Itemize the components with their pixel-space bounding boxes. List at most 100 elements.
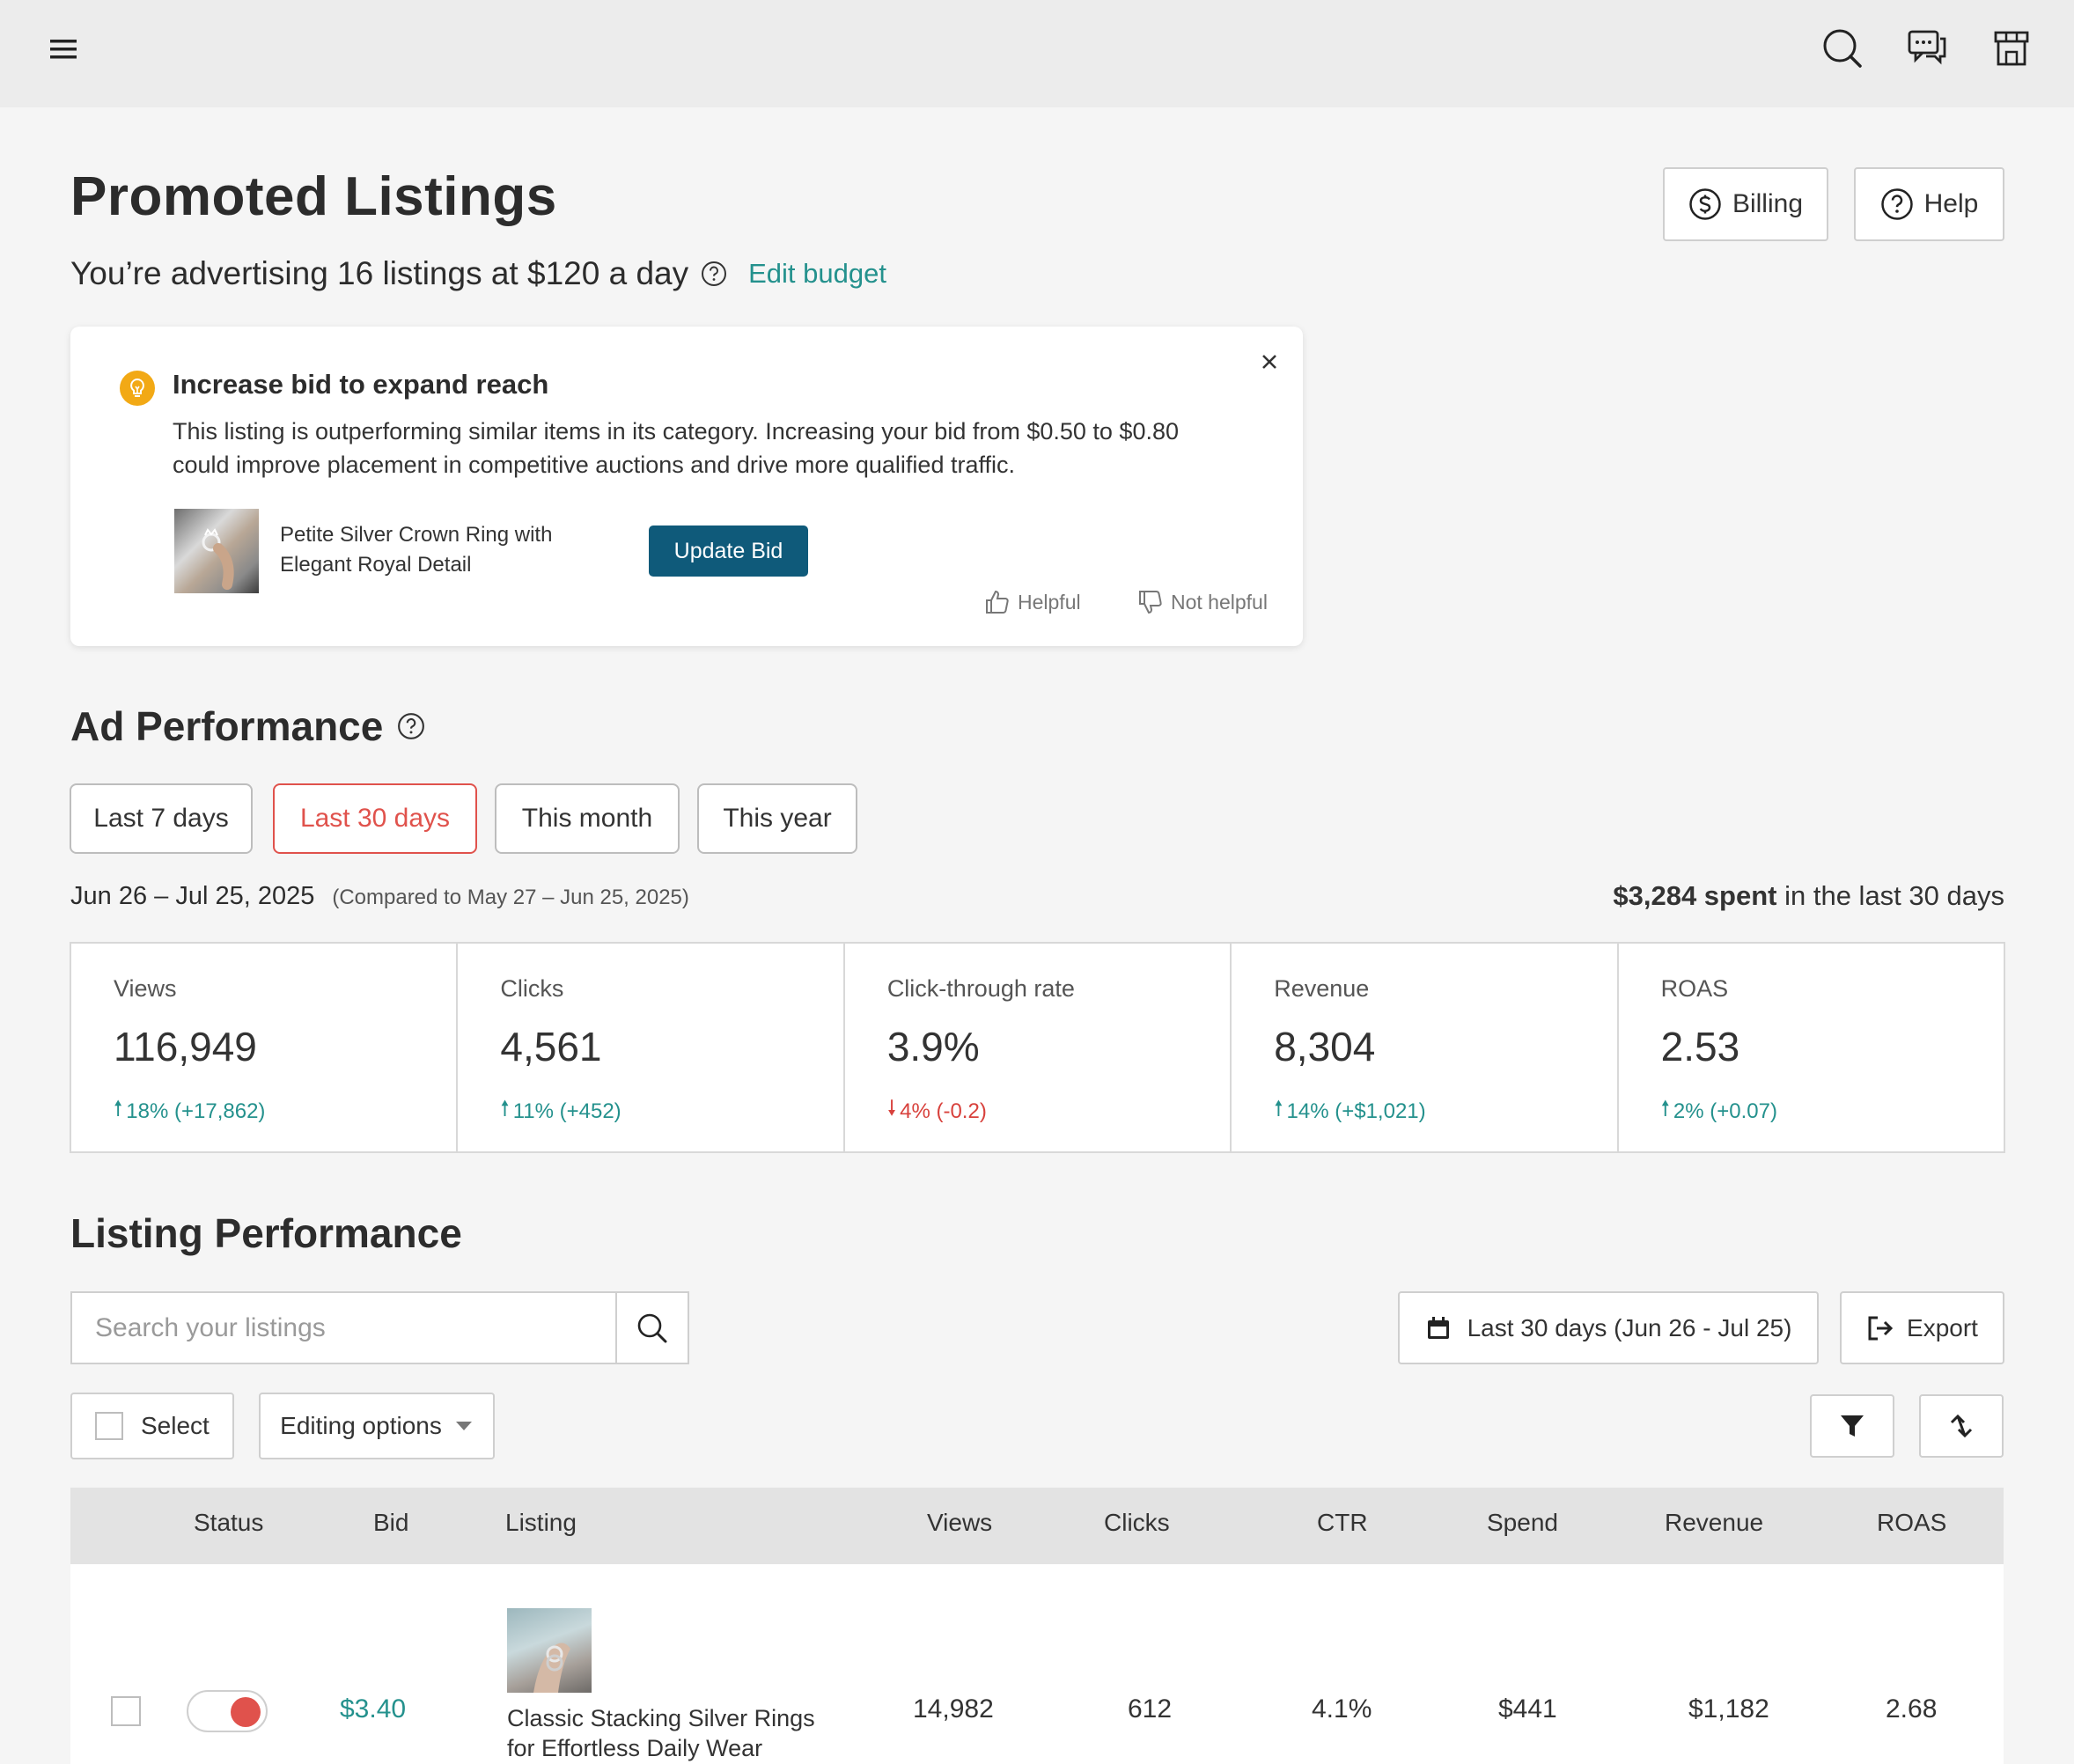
arrow-up-icon: 🠕 bbox=[500, 1097, 510, 1121]
spend-amount: $3,284 spent bbox=[1613, 880, 1777, 911]
page-title: Promoted Listings bbox=[70, 166, 557, 227]
ad-performance-title: Ad Performance bbox=[70, 703, 384, 749]
helpful-button[interactable]: Helpful bbox=[984, 589, 1081, 615]
select-all-control[interactable]: Select bbox=[70, 1393, 234, 1459]
stat-label: Clicks bbox=[500, 975, 564, 1002]
spend-value: $441 bbox=[1498, 1694, 1557, 1724]
tip-listing-title-line-1: Petite Silver Crown Ring with bbox=[280, 523, 553, 547]
editing-options-dropdown[interactable]: Editing options bbox=[259, 1393, 495, 1459]
column-header-revenue[interactable]: Revenue bbox=[1665, 1509, 1764, 1536]
column-header-listing[interactable]: Listing bbox=[505, 1509, 577, 1536]
calendar-icon bbox=[1427, 1316, 1449, 1339]
help-button[interactable]: Help bbox=[1854, 167, 2004, 241]
column-header-ctr[interactable]: CTR bbox=[1317, 1509, 1368, 1536]
stat-change-text: 11% (+452) bbox=[512, 1099, 621, 1123]
status-toggle[interactable] bbox=[187, 1690, 268, 1732]
search-input[interactable] bbox=[72, 1293, 615, 1363]
billing-label: Billing bbox=[1732, 189, 1804, 218]
select-label: Select bbox=[141, 1412, 210, 1439]
close-icon[interactable] bbox=[1257, 349, 1282, 374]
help-circle-icon[interactable] bbox=[701, 261, 727, 287]
arrow-down-icon: 🠗 bbox=[886, 1097, 897, 1121]
search-icon bbox=[637, 1313, 667, 1342]
stat-clicks: Clicks 4,561 🠕 11% (+452) bbox=[458, 944, 845, 1151]
arrow-up-icon: 🠕 bbox=[1660, 1097, 1670, 1121]
column-header-spend[interactable]: Spend bbox=[1487, 1509, 1558, 1536]
listing-search bbox=[70, 1291, 689, 1364]
arrow-up-icon: 🠕 bbox=[1274, 1097, 1283, 1121]
help-circle-icon[interactable] bbox=[397, 712, 425, 740]
helpful-label: Helpful bbox=[1018, 590, 1081, 614]
stat-change: 🠕 14% (+$1,021) bbox=[1274, 1093, 1425, 1129]
range-last-30-days[interactable]: Last 30 days bbox=[273, 783, 477, 854]
ad-performance-header: Ad Performance bbox=[70, 702, 425, 750]
stat-value: 2.53 bbox=[1660, 1024, 1740, 1069]
search-button[interactable] bbox=[615, 1293, 688, 1363]
clicks-value: 612 bbox=[1128, 1694, 1173, 1724]
tip-body-line-1: This listing is outperforming similar it… bbox=[173, 418, 1179, 445]
tip-listing-title-line-2: Elegant Royal Detail bbox=[280, 553, 472, 577]
bid-value[interactable]: $3.40 bbox=[340, 1694, 407, 1724]
views-value: 14,982 bbox=[913, 1694, 994, 1724]
stat-value: 4,561 bbox=[500, 1024, 602, 1069]
stats-panel: Views 116,949 🠕 18% (+17,862) Clicks 4,56… bbox=[70, 942, 2005, 1153]
column-header-bid[interactable]: Bid bbox=[373, 1509, 409, 1536]
listing-thumbnail[interactable] bbox=[507, 1608, 592, 1693]
spend-summary: $3,284 spent in the last 30 days bbox=[1613, 880, 2004, 912]
row-checkbox[interactable] bbox=[111, 1696, 141, 1726]
sort-icon bbox=[1950, 1414, 1973, 1438]
listing-thumbnail[interactable] bbox=[174, 509, 259, 593]
billing-button[interactable]: Billing bbox=[1663, 167, 1828, 241]
not-helpful-button[interactable]: Not helpful bbox=[1137, 589, 1268, 615]
edit-budget-link[interactable]: Edit budget bbox=[748, 258, 886, 289]
editing-options-label: Editing options bbox=[280, 1412, 442, 1439]
range-last-7-days[interactable]: Last 7 days bbox=[70, 783, 253, 854]
help-label: Help bbox=[1923, 189, 1979, 218]
lightbulb-icon bbox=[120, 371, 155, 406]
date-filter-button[interactable]: Last 30 days (Jun 26 - Jul 25) bbox=[1398, 1291, 1819, 1364]
stat-label: Views bbox=[114, 975, 177, 1002]
export-icon bbox=[1868, 1316, 1894, 1340]
table-row: $3.40 Classic Stacking Silver Rings for … bbox=[70, 1564, 2004, 1764]
tip-body: This listing is outperforming similar it… bbox=[173, 415, 1179, 481]
stat-label: ROAS bbox=[1660, 975, 1729, 1002]
help-circle-icon bbox=[1880, 188, 1913, 220]
table-body: $3.40 Classic Stacking Silver Rings for … bbox=[70, 1564, 2004, 1764]
sort-button[interactable] bbox=[1919, 1394, 2004, 1458]
stat-change: 🠕 2% (+0.07) bbox=[1661, 1093, 1777, 1129]
shop-icon[interactable] bbox=[1989, 26, 2034, 70]
budget-summary: You’re advertising 16 listings at $120 a… bbox=[70, 255, 886, 292]
ctr-value: 4.1% bbox=[1312, 1694, 1372, 1724]
bid-recommendation-card: Increase bid to expand reach This listin… bbox=[70, 327, 1303, 646]
tip-body-line-2: could improve placement in competitive a… bbox=[173, 452, 1015, 478]
select-all-checkbox[interactable] bbox=[95, 1412, 123, 1440]
column-header-clicks[interactable]: Clicks bbox=[1104, 1509, 1170, 1536]
stat-value: 3.9% bbox=[886, 1024, 980, 1069]
stat-revenue: Revenue 8,304 🠕 14% (+$1,021) bbox=[1232, 944, 1619, 1151]
column-header-roas[interactable]: ROAS bbox=[1877, 1509, 1947, 1536]
column-header-views[interactable]: Views bbox=[927, 1509, 993, 1536]
stat-change-text: 18% (+17,862) bbox=[126, 1099, 266, 1123]
status-toggle-knob bbox=[231, 1697, 261, 1727]
range-this-month[interactable]: This month bbox=[495, 783, 680, 854]
stat-ctr: Click-through rate 3.9% 🠗 4% (-0.2) bbox=[845, 944, 1232, 1151]
tip-listing-title[interactable]: Petite Silver Crown Ring with Elegant Ro… bbox=[280, 520, 552, 580]
listing-title[interactable]: Classic Stacking Silver Rings for Effort… bbox=[507, 1703, 815, 1763]
date-range-summary: Jun 26 – Jul 25, 2025 (Compared to May 2… bbox=[70, 882, 689, 911]
chat-icon[interactable] bbox=[1905, 26, 1949, 70]
revenue-value: $1,182 bbox=[1688, 1694, 1769, 1724]
stat-change-text: 2% (+0.07) bbox=[1673, 1099, 1777, 1123]
export-button[interactable]: Export bbox=[1840, 1291, 2004, 1364]
listing-performance-title: Listing Performance bbox=[70, 1210, 462, 1256]
column-header-status[interactable]: Status bbox=[194, 1509, 264, 1536]
update-bid-button[interactable]: Update Bid bbox=[649, 526, 808, 577]
hamburger-icon[interactable] bbox=[48, 33, 79, 65]
top-bar bbox=[0, 0, 2074, 107]
stat-roas: ROAS 2.53 🠕 2% (+0.07) bbox=[1619, 944, 2004, 1151]
date-filter-label: Last 30 days (Jun 26 - Jul 25) bbox=[1467, 1313, 1792, 1341]
arrow-up-icon: 🠕 bbox=[114, 1097, 123, 1121]
filter-button[interactable] bbox=[1810, 1394, 1894, 1458]
range-this-year[interactable]: This year bbox=[697, 783, 857, 854]
stat-change: 🠗 4% (-0.2) bbox=[887, 1093, 987, 1129]
search-icon[interactable] bbox=[1820, 26, 1864, 70]
